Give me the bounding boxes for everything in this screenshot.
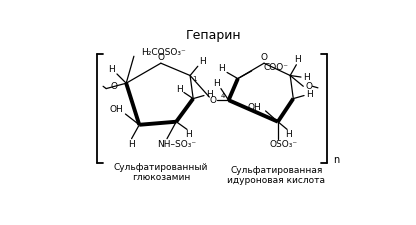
Text: Сульфатированная
идуроновая кислота: Сульфатированная идуроновая кислота <box>227 166 325 185</box>
Text: O: O <box>157 53 164 62</box>
Text: H: H <box>306 90 313 99</box>
Text: H: H <box>303 72 310 81</box>
Text: H: H <box>285 130 292 139</box>
Text: H: H <box>218 64 225 73</box>
Text: COO⁻: COO⁻ <box>263 63 288 72</box>
Text: n: n <box>333 155 339 165</box>
Text: 1: 1 <box>193 76 197 82</box>
Text: OH: OH <box>109 105 123 114</box>
Text: NH–SO₃⁻: NH–SO₃⁻ <box>157 140 196 149</box>
Text: H: H <box>128 140 135 149</box>
Text: H: H <box>176 85 183 94</box>
Text: OSO₃⁻: OSO₃⁻ <box>270 140 298 149</box>
Text: O: O <box>305 82 312 91</box>
Text: H: H <box>295 55 301 64</box>
Text: H₂COSO₃⁻: H₂COSO₃⁻ <box>141 48 186 57</box>
Text: H: H <box>213 79 220 88</box>
Text: H: H <box>199 57 206 66</box>
Text: OH: OH <box>248 103 262 112</box>
Text: H: H <box>108 65 115 74</box>
Text: Гепарин: Гепарин <box>186 29 241 42</box>
Text: O: O <box>210 96 217 105</box>
Text: 4: 4 <box>220 93 225 99</box>
Text: H: H <box>185 130 192 139</box>
Text: Сульфатированный
глюкозамин: Сульфатированный глюкозамин <box>114 163 208 182</box>
Text: H: H <box>206 90 213 99</box>
Text: O: O <box>110 82 117 91</box>
Text: O: O <box>260 53 267 62</box>
